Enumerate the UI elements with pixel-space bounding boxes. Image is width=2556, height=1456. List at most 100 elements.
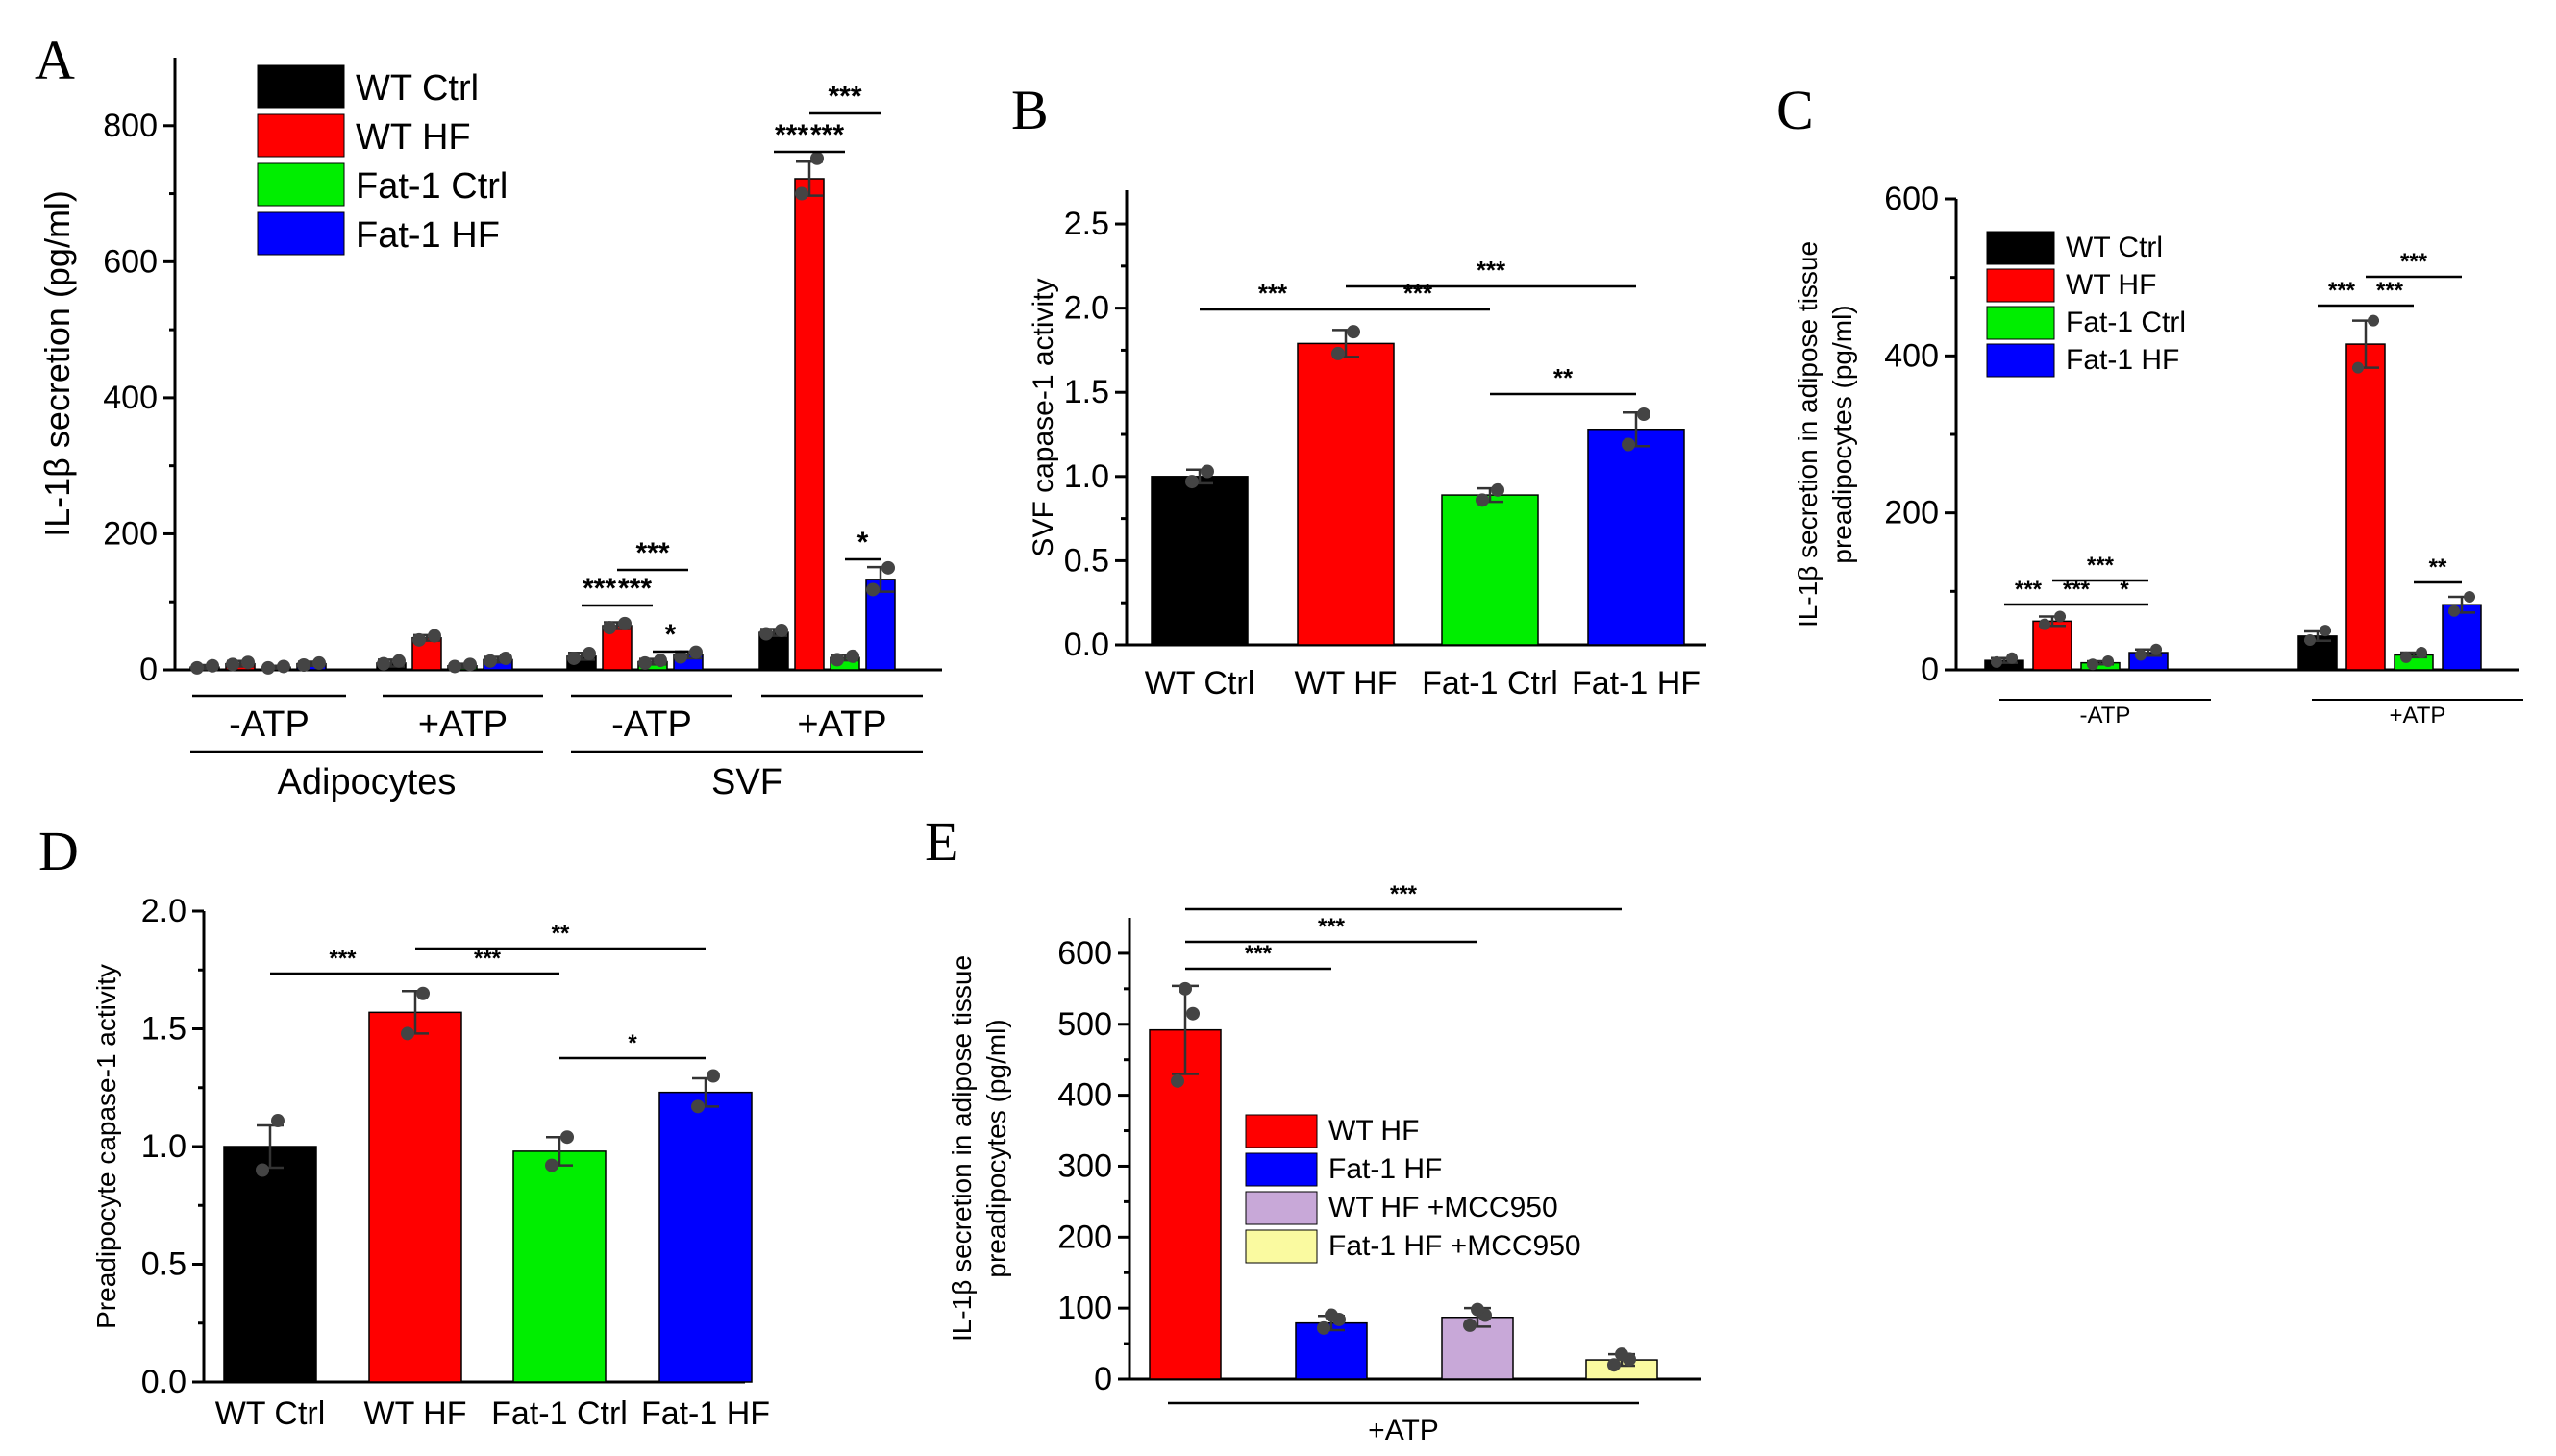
data-point: [759, 627, 773, 641]
data-point: [392, 654, 406, 668]
y-tick-label: 200: [1057, 1219, 1112, 1255]
group-label: +ATP: [797, 704, 886, 745]
data-point: [654, 654, 667, 668]
y-tick-label: 1.0: [141, 1128, 186, 1165]
y-axis-label-line: preadipocytes (pg/ml): [981, 1019, 1011, 1277]
y-tick-label: 300: [1057, 1148, 1112, 1184]
y-tick-label: 100: [1057, 1290, 1112, 1326]
legend-label: Fat-1 Ctrl: [356, 166, 508, 207]
data-point: [1471, 1302, 1484, 1317]
data-point: [312, 655, 326, 670]
legend-label: WT HF +MCC950: [1328, 1192, 1558, 1223]
y-tick-label: 600: [1884, 181, 1939, 217]
y-tick-label: 2.5: [1064, 206, 1109, 242]
data-point: [810, 151, 824, 165]
bar: [1587, 429, 1685, 646]
y-tick-label: 2.0: [141, 893, 186, 929]
data-point: [2087, 658, 2098, 671]
significance-label: ***: [775, 119, 808, 151]
data-point: [2320, 625, 2331, 637]
data-point: [484, 654, 497, 668]
significance-label: **: [2429, 555, 2447, 580]
bar: [368, 1011, 462, 1383]
data-point: [401, 1026, 414, 1041]
data-point: [1171, 1073, 1184, 1088]
bar: [1297, 342, 1395, 646]
data-point: [2352, 361, 2364, 374]
data-point: [2135, 649, 2147, 661]
y-axis-label: SVF capase-1 activity: [1028, 278, 1059, 556]
significance-label: ***: [1403, 279, 1433, 308]
y-axis-label: Preadipocyte capase-1 activity: [91, 964, 121, 1329]
legend-swatch: [1986, 343, 2055, 378]
data-point: [463, 657, 477, 672]
data-point: [2448, 605, 2460, 617]
data-point: [1185, 475, 1199, 489]
significance-label: **: [1553, 363, 1574, 392]
data-point: [190, 660, 204, 675]
y-tick-label: 0.5: [141, 1246, 186, 1283]
y-tick-label: 600: [103, 243, 158, 280]
significance-label: *: [665, 619, 677, 651]
significance-label: *: [628, 1030, 637, 1056]
x-tick-label: WT HF: [363, 1395, 466, 1432]
bar: [1295, 1321, 1368, 1380]
y-tick-label: 400: [103, 380, 158, 416]
significance-label: ***: [2328, 278, 2356, 304]
data-point: [775, 623, 788, 637]
data-point: [689, 645, 703, 659]
data-point: [241, 655, 255, 670]
y-tick-label: 1.5: [1064, 374, 1109, 410]
significance-label: ***: [1258, 279, 1288, 308]
data-point: [1463, 1318, 1477, 1332]
data-point: [1615, 1347, 1628, 1362]
bar: [512, 1150, 607, 1383]
x-tick-label: WT Ctrl: [1145, 665, 1255, 702]
x-tick-label: Fat-1 HF: [641, 1395, 770, 1432]
data-point: [1637, 407, 1650, 421]
data-point: [277, 659, 290, 674]
y-tick-label: 0.0: [1064, 627, 1109, 663]
data-point: [560, 1130, 574, 1145]
data-point: [1186, 1006, 1200, 1021]
significance-label: ***: [2015, 577, 2043, 603]
x-tick-label: Fat-1 HF: [1572, 665, 1700, 702]
legend-label: Fat-1 Ctrl: [2066, 307, 2186, 338]
data-point: [674, 650, 687, 664]
data-point: [707, 1069, 720, 1083]
data-point: [261, 660, 275, 675]
y-tick-label: 1.0: [1064, 458, 1109, 495]
data-point: [2150, 643, 2162, 655]
y-tick-label: 600: [1057, 935, 1112, 972]
legend-label: Fat-1 HF +MCC950: [1328, 1230, 1581, 1262]
data-point: [846, 649, 859, 663]
significance-label: ***: [828, 81, 861, 112]
data-point: [271, 1114, 285, 1128]
panel-label-a: A: [35, 29, 75, 91]
y-tick-label: 400: [1057, 1077, 1112, 1114]
y-tick-label: 500: [1057, 1006, 1112, 1043]
data-point: [416, 986, 430, 1000]
data-point: [1201, 464, 1214, 479]
legend-swatch: [1986, 306, 2055, 340]
bar: [2345, 343, 2386, 671]
significance-label: ***: [2400, 249, 2428, 275]
panel-e: E 0 100 200 300 400 500 600 IL-1β secretion in …: [925, 810, 1701, 1446]
y-tick-label: 2.0: [1064, 290, 1109, 327]
y-tick-label: 0: [139, 652, 158, 688]
significance-label: ***: [1390, 881, 1418, 907]
x-tick-label: Fat-1 Ctrl: [491, 1395, 628, 1432]
legend-swatch: [1245, 1191, 1318, 1225]
panel-d: D 0.0 0.5 1.0 1.5 2.0 Preadipocyte capase-1 a…: [38, 820, 770, 1432]
legend-swatch: [257, 64, 345, 109]
y-tick-label: 0.5: [1064, 542, 1109, 579]
data-point: [881, 560, 895, 575]
y-tick-label: 1.5: [141, 1011, 186, 1048]
significance-label: ***: [1245, 941, 1273, 967]
legend-swatch: [1245, 1114, 1318, 1148]
legend-label: WT HF: [2066, 269, 2156, 301]
data-point: [1476, 493, 1489, 507]
legend-label: Fat-1 HF: [356, 215, 500, 256]
significance-label: ***: [635, 537, 669, 569]
data-point: [2400, 651, 2412, 663]
